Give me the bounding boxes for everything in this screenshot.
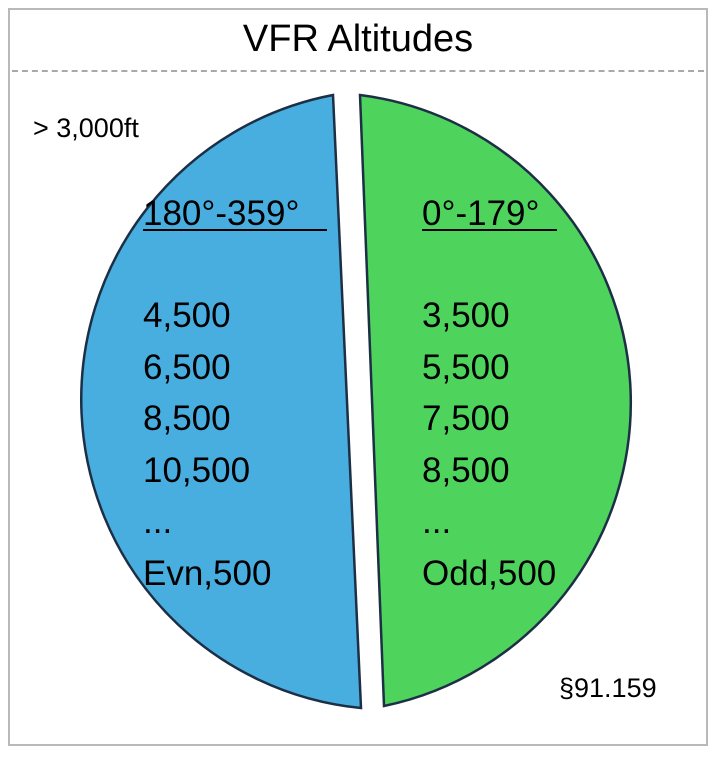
east-altitude-item: 5,500 <box>422 348 510 387</box>
diagram-frame: VFR Altitudes <box>8 8 708 746</box>
west-altitude-item: ... <box>143 502 172 541</box>
threshold-note: > 3,000ft <box>33 113 139 143</box>
east-altitude-item: 7,500 <box>422 399 510 438</box>
west-altitude-item: 10,500 <box>143 451 250 490</box>
regulation-reference: §91.159 <box>559 673 657 703</box>
diagram-title: VFR Altitudes <box>242 18 474 60</box>
east-altitude-item: 3,500 <box>422 296 510 335</box>
east-half-slice <box>358 93 633 708</box>
east-heading-range: 0°-179° <box>422 194 540 233</box>
west-altitude-item: 8,500 <box>143 399 231 438</box>
west-altitude-item: 6,500 <box>143 348 231 387</box>
east-altitude-item: ... <box>422 502 451 541</box>
west-heading-range: 180°-359° <box>143 194 299 233</box>
west-half-slice <box>80 93 363 710</box>
title-divider <box>12 70 704 72</box>
west-altitude-item: Evn,500 <box>143 554 271 593</box>
west-altitude-item: 4,500 <box>143 296 231 335</box>
east-altitude-item: Odd,500 <box>422 554 556 593</box>
east-altitude-item: 8,500 <box>422 451 510 490</box>
